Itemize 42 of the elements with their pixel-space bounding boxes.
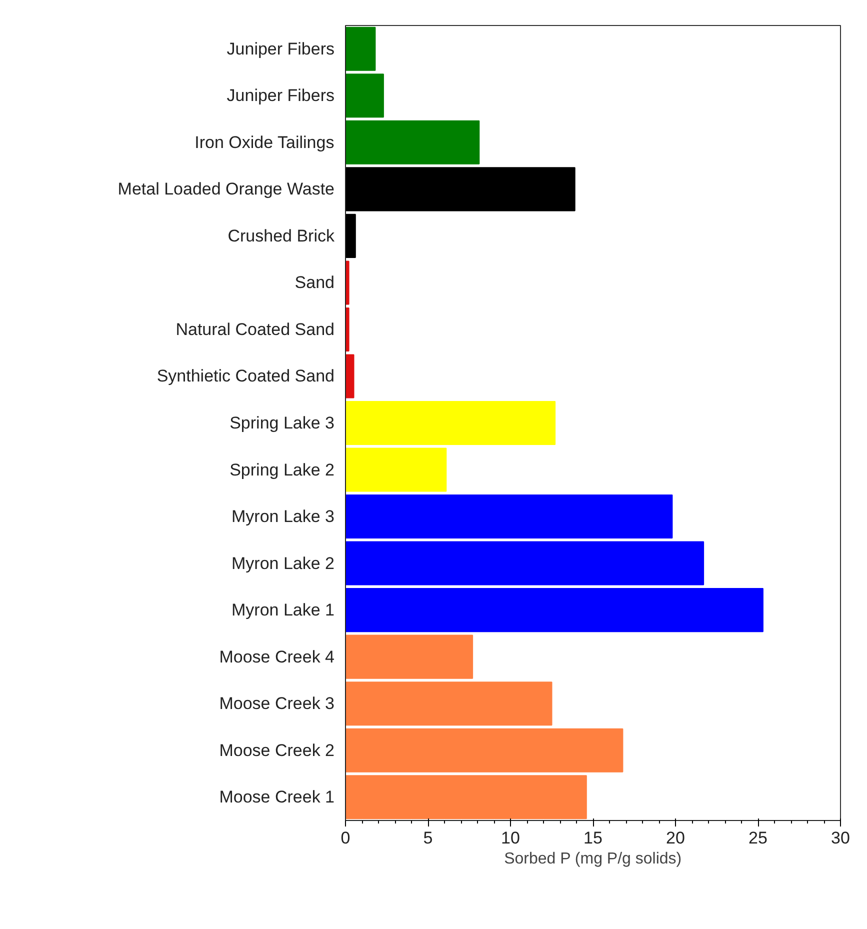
- x-tick-label: 5: [423, 828, 433, 848]
- x-tick-label: 20: [666, 828, 685, 848]
- y-tick-label: Moose Creek 3: [219, 694, 335, 714]
- y-tick-label: Metal Loaded Orange Waste: [118, 180, 334, 199]
- y-tick-label: Natural Coated Sand: [176, 320, 335, 339]
- x-axis-title: Sorbed P (mg P/g solids): [504, 850, 682, 868]
- bar: [346, 26, 376, 71]
- bar: [346, 120, 480, 164]
- y-tick-label: Crushed Brick: [228, 226, 335, 246]
- x-tick-label: 30: [831, 828, 850, 848]
- y-tick-label: Spring Lake 3: [230, 414, 334, 432]
- bar: [346, 588, 764, 632]
- bar: [346, 74, 384, 118]
- y-tick-label: Moose Creek 1: [219, 788, 335, 807]
- y-tick-label: Juniper Fibers: [226, 39, 335, 58]
- x-tick-label: 15: [584, 828, 602, 848]
- bar: [346, 448, 447, 492]
- x-tick-label: 0: [340, 828, 350, 848]
- bar: [346, 307, 350, 352]
- y-tick-label: Myron Lake 2: [232, 554, 335, 573]
- bar: [346, 167, 576, 212]
- y-tick-label: Moose Creek 2: [219, 740, 335, 760]
- bar: [346, 541, 704, 586]
- bar: [346, 214, 356, 258]
- x-tick-label: 10: [501, 828, 520, 848]
- y-tick-label: Myron Lake 3: [232, 507, 335, 526]
- y-tick-label: Iron Oxide Tailings: [194, 132, 334, 152]
- y-tick-label: Sand: [294, 273, 334, 292]
- x-tick-label: 25: [748, 828, 768, 848]
- y-tick-label: Synthietic Coated Sand: [156, 366, 334, 386]
- bar: [346, 775, 587, 820]
- y-tick-label: Moose Creek 4: [219, 647, 335, 666]
- bar: [346, 728, 624, 772]
- y-tick-label: Spring Lake 2: [230, 460, 334, 480]
- bar: [346, 634, 474, 679]
- y-tick-label: Juniper Fibers: [226, 86, 335, 106]
- bar: [346, 354, 354, 398]
- bar: [346, 682, 552, 726]
- bar: [346, 494, 673, 539]
- y-tick-label: Myron Lake 1: [232, 600, 335, 620]
- bar: [346, 400, 556, 446]
- bar: [346, 260, 350, 305]
